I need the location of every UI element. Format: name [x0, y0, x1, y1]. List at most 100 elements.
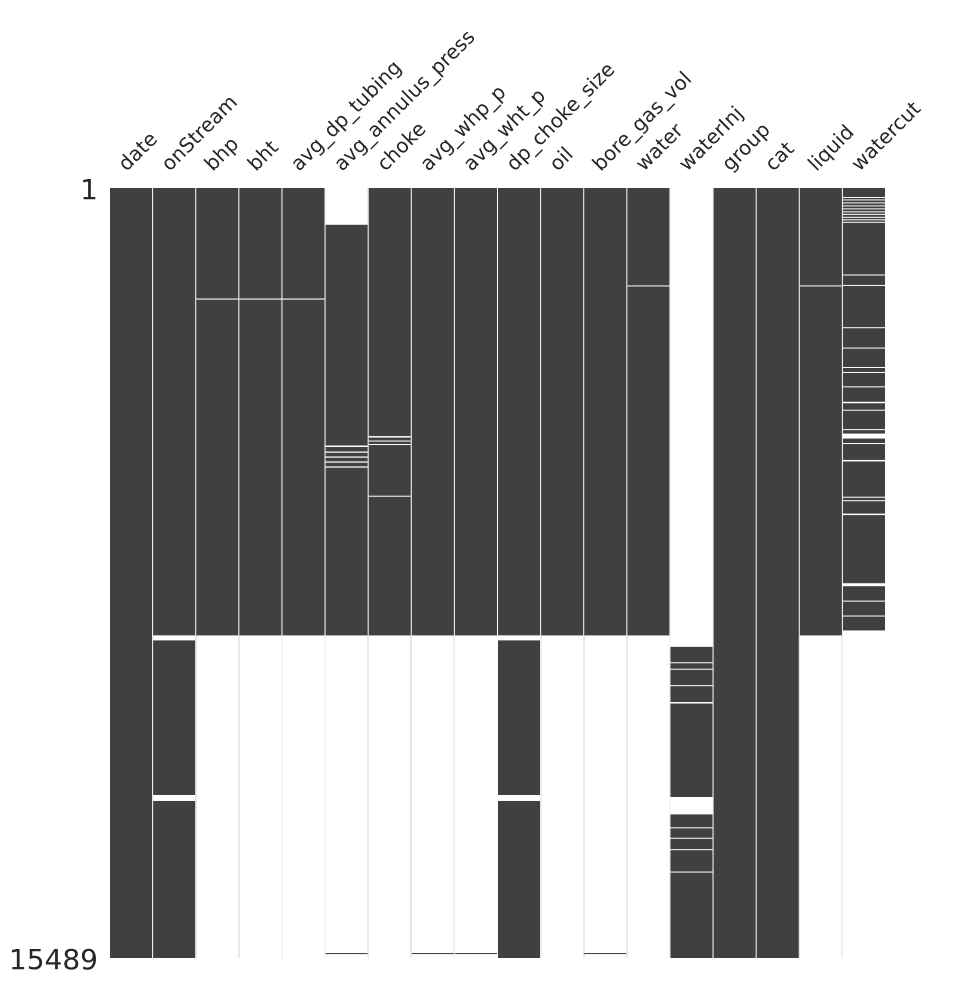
- missing-band-avg-annulus-press-0: [325, 188, 368, 225]
- missing-band-choke-3: [368, 495, 411, 497]
- missing-band-watercut-3: [842, 205, 885, 207]
- missing-band-liquid-1: [799, 635, 842, 958]
- missing-band-avg-annulus-press-7: [325, 954, 368, 958]
- column-label-date: date: [113, 127, 162, 176]
- missing-band-avg-annulus-press-2: [325, 451, 368, 453]
- column-bhp: [196, 188, 239, 958]
- column-choke: [368, 188, 411, 958]
- row-label-bottom: 15489: [9, 943, 98, 976]
- missing-band-avg-dp-tubing-0: [282, 298, 325, 300]
- missing-band-waterinj-9: [670, 871, 713, 873]
- column-onstream: [153, 188, 196, 958]
- missing-band-watercut-23: [842, 496, 885, 498]
- missing-band-waterinj-3: [670, 685, 713, 687]
- missing-band-watercut-6: [842, 213, 885, 215]
- column-cat: [756, 188, 799, 958]
- missing-band-bore-gas-vol-0: [584, 635, 627, 954]
- missing-band-dp-choke-size-0: [498, 635, 541, 641]
- missing-band-avg-wht-p-0: [454, 635, 497, 954]
- missing-band-watercut-15: [842, 371, 885, 373]
- missing-band-watercut-8: [842, 219, 885, 221]
- missing-band-watercut-24: [842, 500, 885, 502]
- missing-band-watercut-21: [842, 443, 885, 445]
- missing-band-watercut-13: [842, 347, 885, 349]
- filled-bar-group: [713, 188, 756, 958]
- column-avg-wht-p: [454, 188, 497, 958]
- column-oil: [541, 188, 584, 958]
- missing-band-waterinj-1: [670, 662, 713, 664]
- column-label-bht: bht: [242, 135, 283, 176]
- missing-band-bore-gas-vol-1: [584, 954, 627, 958]
- missing-band-avg-annulus-press-1: [325, 445, 368, 447]
- missing-band-watercut-7: [842, 216, 885, 218]
- missing-band-watercut-29: [842, 630, 885, 958]
- missing-band-avg-annulus-press-5: [325, 466, 368, 468]
- column-bht: [239, 188, 282, 958]
- missing-band-watercut-19: [842, 429, 885, 431]
- column-water: [627, 188, 670, 958]
- column-label-oil: oil: [544, 142, 577, 175]
- missing-band-avg-annulus-press-6: [325, 635, 368, 954]
- missing-band-bhp-1: [196, 635, 239, 958]
- missing-band-waterinj-5: [670, 796, 713, 815]
- missing-band-watercut-11: [842, 284, 885, 286]
- column-bore-gas-vol: [584, 188, 627, 958]
- column-liquid: [799, 188, 842, 958]
- missing-band-water-0: [627, 285, 670, 287]
- column-dp-choke-size: [498, 188, 541, 958]
- missing-band-waterinj-7: [670, 837, 713, 839]
- missing-band-watercut-14: [842, 366, 885, 368]
- row-label-top: 1: [80, 173, 98, 206]
- missing-band-watercut-12: [842, 327, 885, 329]
- missing-band-watercut-9: [842, 221, 885, 223]
- column-label-watercut: watercut: [846, 96, 925, 175]
- column-avg-dp-tubing: [282, 188, 325, 958]
- missing-band-watercut-22: [842, 459, 885, 462]
- missing-band-waterinj-2: [670, 668, 713, 670]
- missing-band-bht-0: [239, 298, 282, 300]
- missing-band-avg-whp-p-0: [411, 635, 454, 954]
- missing-band-choke-4: [368, 635, 411, 958]
- missing-band-onstream-1: [153, 794, 196, 801]
- column-waterinj: [670, 188, 713, 958]
- missing-band-watercut-18: [842, 409, 885, 411]
- filled-bar-onstream: [153, 188, 196, 958]
- missing-band-avg-dp-tubing-1: [282, 635, 325, 958]
- missing-band-waterinj-0: [670, 188, 713, 647]
- column-avg-annulus-press: [325, 188, 368, 958]
- missing-band-watercut-2: [842, 202, 885, 204]
- missing-band-oil-0: [541, 635, 584, 958]
- column-label-liquid: liquid: [803, 120, 859, 176]
- missing-band-avg-annulus-press-3: [325, 456, 368, 458]
- missing-band-choke-1: [368, 440, 411, 442]
- missing-band-watercut-27: [842, 600, 885, 602]
- column-date: [110, 188, 153, 958]
- missing-band-onstream-0: [153, 635, 196, 641]
- missing-band-watercut-26: [842, 583, 885, 587]
- missing-band-avg-whp-p-1: [411, 954, 454, 958]
- missing-band-watercut-0: [842, 196, 885, 198]
- missing-band-choke-2: [368, 444, 411, 446]
- missing-band-waterinj-8: [670, 849, 713, 851]
- filled-bar-dp-choke-size: [498, 188, 541, 958]
- missing-band-watercut-4: [842, 208, 885, 210]
- missing-band-watercut-20: [842, 433, 885, 439]
- column-watercut: [842, 188, 885, 958]
- missing-band-watercut-5: [842, 211, 885, 213]
- missing-band-bht-1: [239, 635, 282, 958]
- missing-band-avg-annulus-press-4: [325, 461, 368, 463]
- matrix-columns: [110, 188, 885, 958]
- missing-band-watercut-25: [842, 513, 885, 516]
- missing-band-waterinj-6: [670, 827, 713, 829]
- missing-band-waterinj-4: [670, 702, 713, 704]
- missing-band-watercut-10: [842, 274, 885, 276]
- missing-band-choke-0: [368, 436, 411, 438]
- missing-band-watercut-17: [842, 401, 885, 404]
- missing-band-bhp-0: [196, 298, 239, 300]
- column-group: [713, 188, 756, 958]
- missing-band-avg-wht-p-1: [454, 954, 497, 958]
- missing-band-water-1: [627, 635, 670, 958]
- column-avg-whp-p: [411, 188, 454, 958]
